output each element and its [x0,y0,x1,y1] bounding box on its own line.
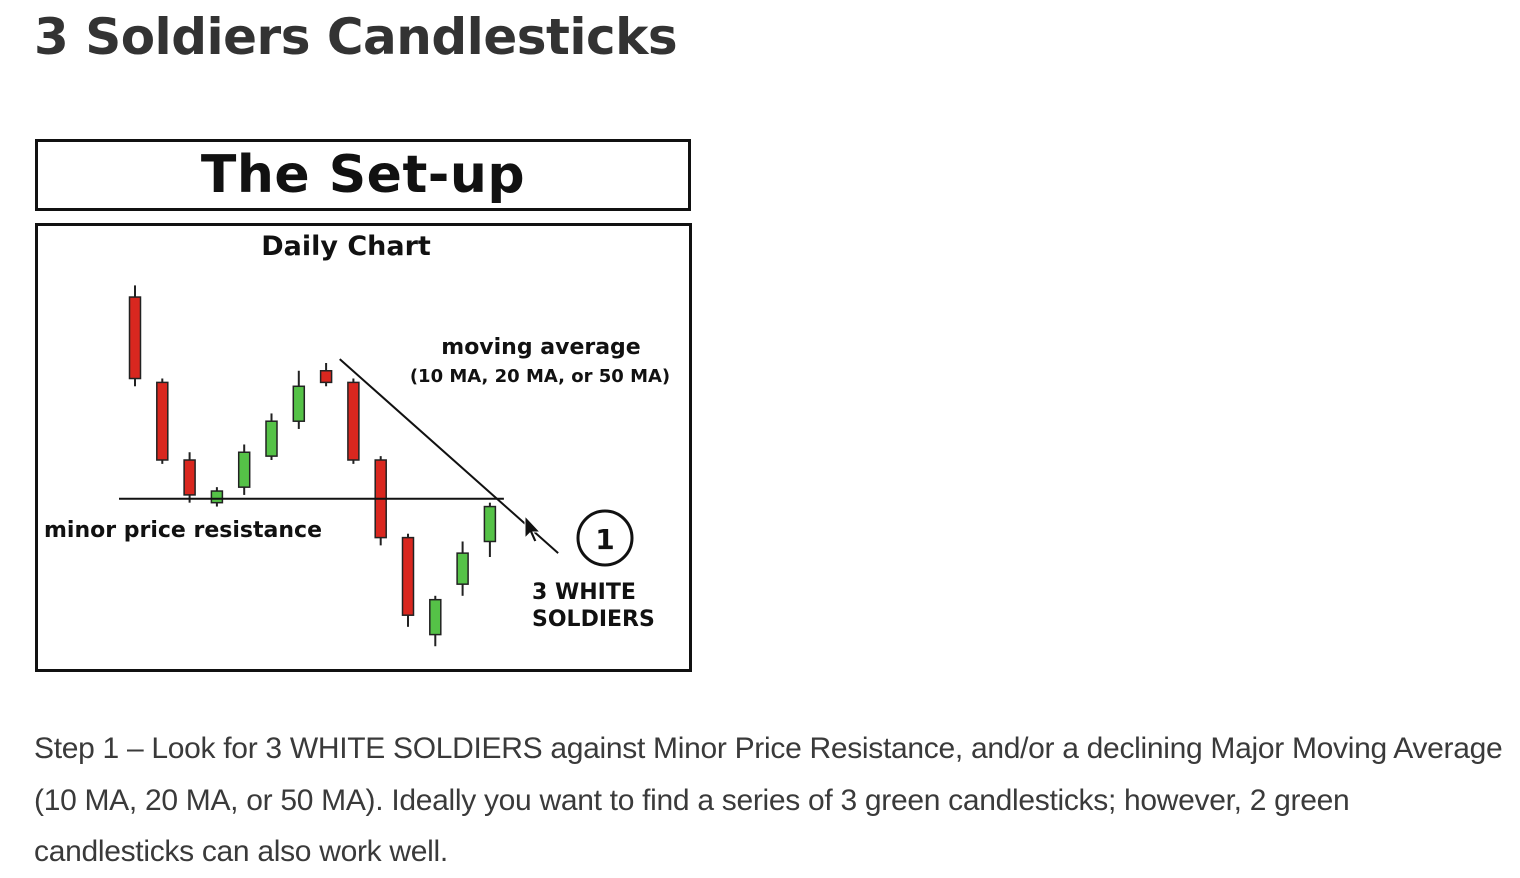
candlestick [237,444,251,495]
bearish-candle-body [347,381,360,461]
candlestick [265,413,278,460]
setup-banner-title: The Set-up [200,145,526,205]
soldiers-label-line1: 3 WHITE [532,580,636,605]
step-marker-number: 1 [595,523,614,556]
bullish-candle-body [210,490,224,504]
bullish-candle-body [429,598,442,636]
chart-title: Daily Chart [261,231,431,262]
setup-banner: The Set-up [35,139,691,211]
bearish-candle-body [183,459,196,496]
candlestick [456,541,469,596]
candlestick [183,452,196,503]
candlestick [319,363,333,387]
bearish-candle-body [319,370,333,384]
candlestick [401,533,415,627]
candlestick [483,502,497,557]
bullish-candle-body [483,505,497,543]
moving-average-detail: (10 MA, 20 MA, or 50 MA) [410,366,670,387]
bullish-candle-body [456,552,469,585]
bullish-candle-body [265,420,278,457]
bearish-candle-body [156,381,169,461]
candlestick [429,595,442,647]
moving-average-label: moving average [441,335,640,360]
soldiers-label-line2: SOLDIERS [532,607,655,632]
page-title: 3 Soldiers Candlesticks [34,8,678,66]
candlestick [292,370,306,429]
bearish-candle-body [401,536,415,616]
candlestick [128,285,142,387]
candlestick [347,378,360,464]
candlestick-chart: Daily Chart moving average (10 MA, 20 MA… [44,231,670,647]
step-description: Step 1 – Look for 3 WHITE SOLDIERS again… [34,732,1503,868]
bearish-candle-body [128,296,142,380]
moving-average-line [339,358,559,554]
step-marker-circle [576,509,634,567]
bullish-candle-body [237,451,251,488]
candlestick [156,378,169,464]
cursor-arrow-icon [524,514,542,543]
resistance-label: minor price resistance [44,518,322,543]
bullish-candle-body [292,385,306,422]
chart-frame: Daily Chart moving average (10 MA, 20 MA… [35,223,692,672]
candlestick [374,456,387,546]
candlestick [210,487,224,507]
